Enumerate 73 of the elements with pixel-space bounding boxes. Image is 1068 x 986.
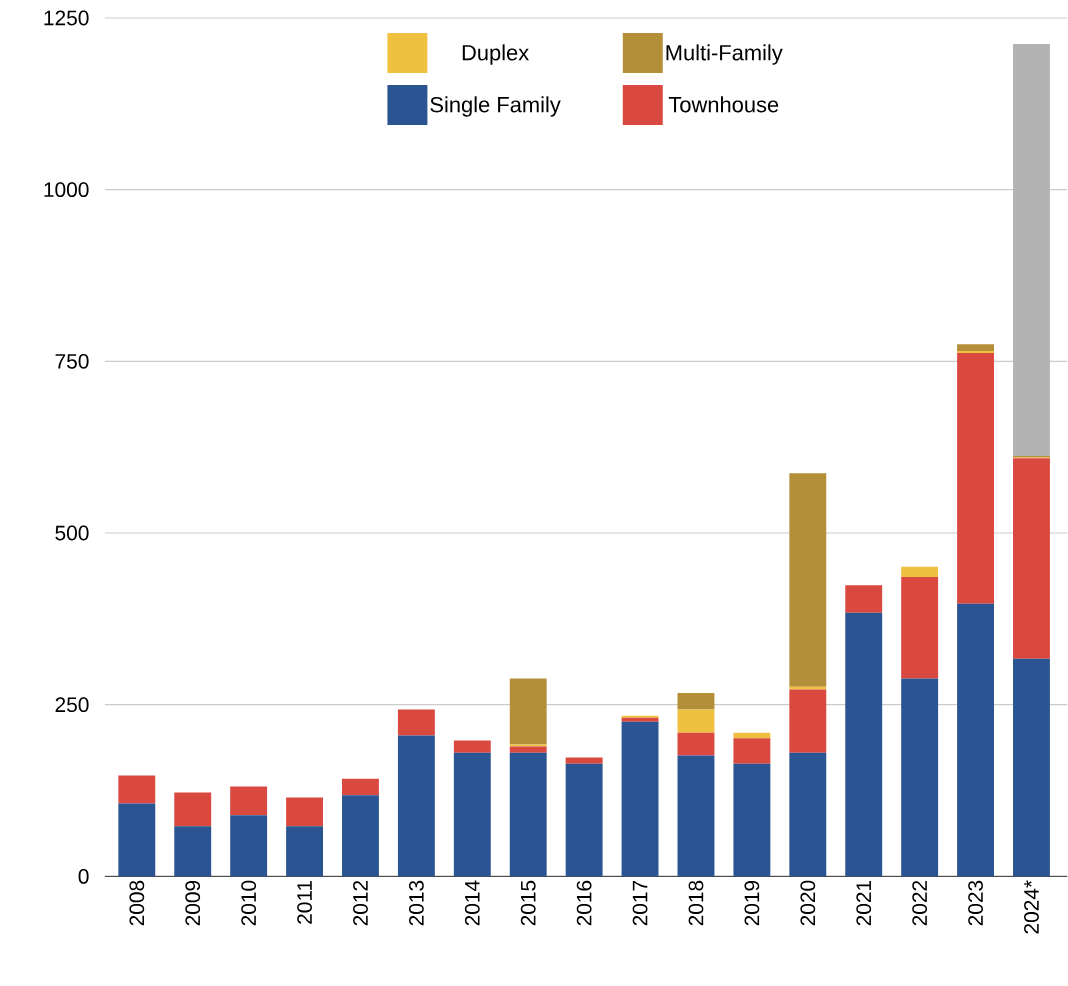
x-tick-label: 2014 (464, 880, 480, 926)
x-tick-label: 2020 (800, 880, 816, 926)
x-tick-label: 2010 (241, 880, 257, 926)
x-tick-label: 2016 (576, 880, 592, 926)
bar (901, 576, 939, 679)
bar (342, 778, 379, 796)
bar (621, 721, 659, 877)
x-tick-label: 2024* (1024, 880, 1039, 934)
bar (957, 603, 995, 877)
x-tick-label: 2018 (688, 880, 704, 926)
y-tick-label: 500 (55, 525, 89, 541)
y-tick-label: 250 (55, 697, 89, 712)
bar (230, 786, 268, 816)
legend-label: Duplex (462, 44, 529, 65)
legend-label: Townhouse (668, 96, 779, 113)
bar (901, 678, 939, 877)
bar (453, 752, 491, 877)
bar (789, 689, 827, 753)
x-tick-label: 2023 (968, 880, 983, 926)
bar (957, 350, 995, 353)
bar (286, 826, 324, 877)
bar (845, 585, 883, 613)
bar (621, 715, 659, 718)
bar (957, 344, 995, 351)
x-tick-label: 2015 (520, 880, 536, 926)
bar (677, 755, 715, 877)
bar (957, 352, 995, 604)
x-tick-label: 2012 (353, 880, 368, 926)
bar (1013, 43, 1050, 456)
bar (509, 678, 547, 745)
bar (509, 746, 547, 753)
legend-label: Single Family (430, 96, 561, 117)
y-tick-label: 750 (55, 353, 89, 369)
bar (118, 775, 156, 804)
x-tick-label: 2019 (744, 880, 760, 926)
legend-label: Multi-Family (666, 44, 783, 65)
x-tick-label: 2017 (632, 880, 648, 926)
bar (789, 686, 827, 690)
bar (789, 752, 827, 877)
bar (230, 815, 268, 877)
y-tick-label: 1000 (44, 182, 89, 197)
bar (677, 732, 715, 756)
x-tick-label: 2011 (297, 880, 312, 924)
y-tick-label: 0 (78, 868, 89, 884)
bar (174, 826, 212, 877)
x-tick-label: 2021 (856, 880, 872, 926)
bar (733, 732, 771, 739)
bar (677, 692, 715, 710)
bar (1013, 658, 1050, 877)
bar (845, 612, 883, 877)
bar (397, 709, 435, 736)
bar (733, 763, 771, 877)
bar (733, 738, 771, 764)
x-tick-label: 2022 (912, 880, 928, 926)
bar (397, 735, 435, 877)
x-tick-label: 2008 (129, 880, 145, 926)
bar (286, 797, 324, 827)
bar (509, 744, 547, 747)
bar (565, 763, 603, 877)
y-tick-label: 1250 (44, 10, 89, 26)
bar (118, 803, 156, 877)
bar (174, 792, 212, 827)
x-tick-label: 2013 (408, 880, 424, 926)
bar (565, 757, 603, 764)
bar (789, 473, 827, 687)
bar (509, 752, 547, 877)
bar (342, 795, 379, 877)
bar (453, 740, 491, 753)
bar (621, 717, 659, 722)
bar (677, 709, 715, 733)
bar (1013, 458, 1050, 659)
bar (901, 566, 939, 577)
x-tick-label: 2009 (185, 880, 201, 926)
